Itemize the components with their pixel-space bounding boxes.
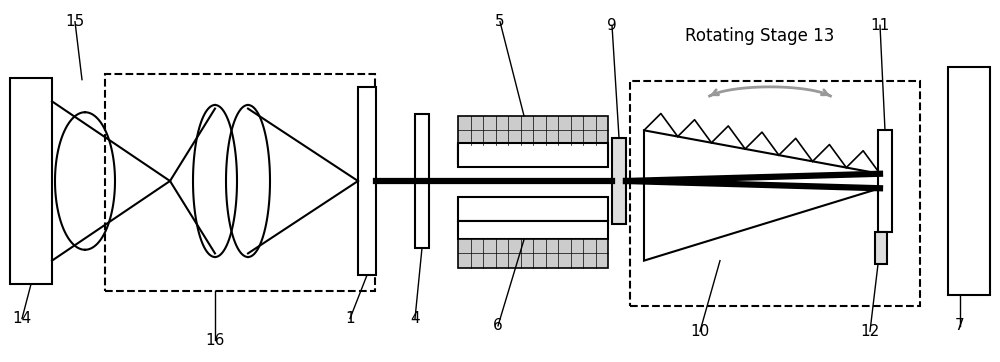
Text: 14: 14 <box>12 311 32 326</box>
Text: 6: 6 <box>493 318 503 333</box>
Text: 16: 16 <box>205 333 225 348</box>
Bar <box>415 114 429 248</box>
Bar <box>948 67 990 295</box>
Text: 11: 11 <box>870 18 890 33</box>
Text: Rotating Stage 13: Rotating Stage 13 <box>685 27 835 45</box>
Polygon shape <box>644 130 880 261</box>
Bar <box>10 78 52 284</box>
Bar <box>878 130 892 232</box>
Text: 10: 10 <box>690 324 710 339</box>
Text: 4: 4 <box>410 311 420 326</box>
Bar <box>458 143 608 167</box>
Text: 1: 1 <box>345 311 355 326</box>
Bar <box>105 74 375 291</box>
Bar <box>458 221 608 239</box>
Text: 12: 12 <box>860 324 880 339</box>
Text: 9: 9 <box>607 18 617 33</box>
Bar <box>612 138 626 224</box>
Bar <box>458 197 608 221</box>
Bar <box>458 145 608 163</box>
Text: 15: 15 <box>65 14 85 29</box>
Bar <box>458 116 608 145</box>
Bar <box>358 87 376 275</box>
Bar <box>630 81 920 306</box>
Text: 5: 5 <box>495 14 505 29</box>
Text: 7: 7 <box>955 318 965 333</box>
Bar <box>458 239 608 268</box>
Bar <box>875 232 887 264</box>
